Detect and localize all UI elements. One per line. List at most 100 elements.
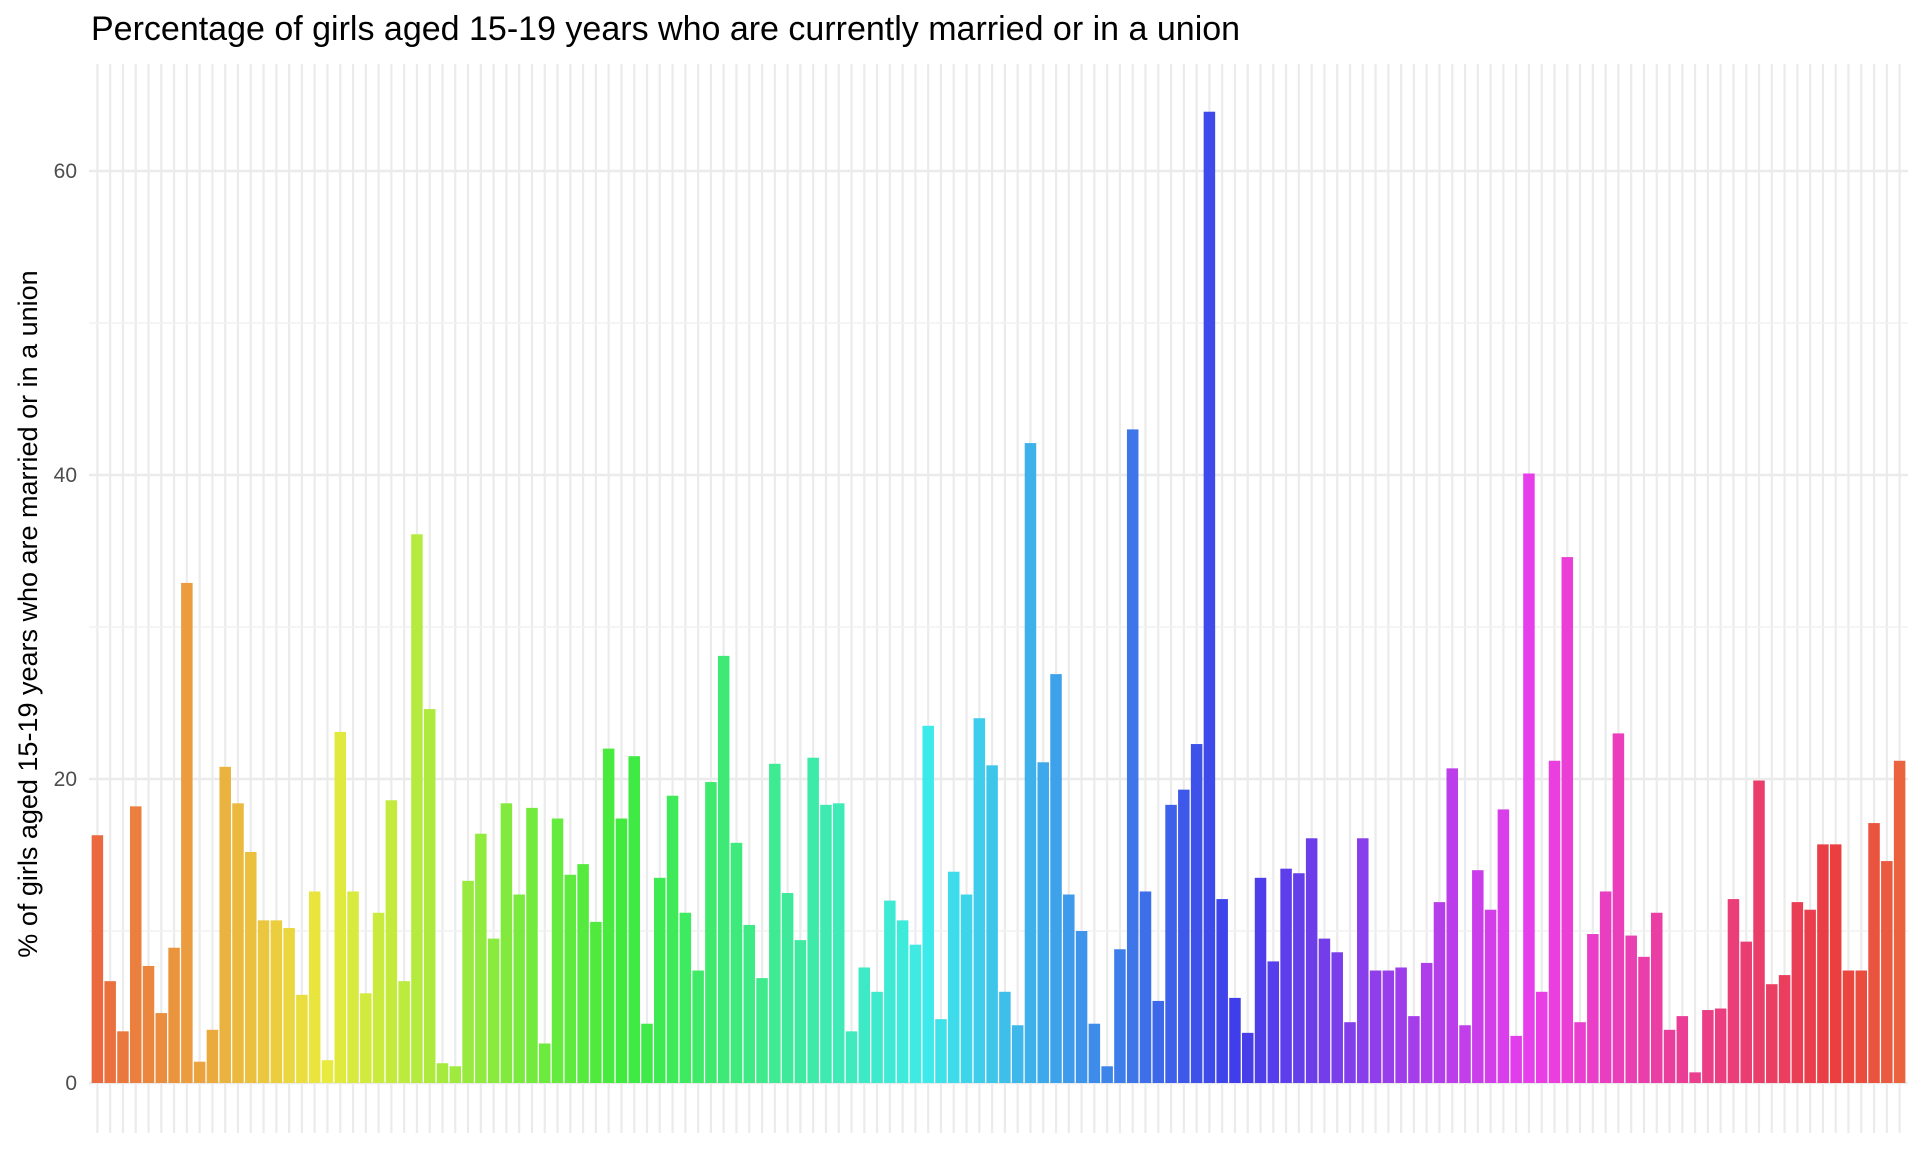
bar <box>462 880 474 1083</box>
bar <box>1599 891 1612 1083</box>
bar <box>948 871 960 1083</box>
bar <box>1101 1066 1113 1083</box>
bar <box>666 795 679 1083</box>
bar <box>334 731 346 1083</box>
bar <box>206 1029 219 1083</box>
bar <box>538 1043 551 1083</box>
bar <box>590 921 602 1083</box>
bar <box>1382 970 1395 1083</box>
bar <box>1651 912 1663 1083</box>
bar <box>1702 1010 1714 1083</box>
bar <box>308 891 321 1083</box>
bar <box>91 835 104 1083</box>
bar <box>551 818 564 1083</box>
bar <box>1484 909 1497 1083</box>
y-axis-ticks: 0 20 40 60 <box>54 160 77 1095</box>
bar <box>871 991 883 1083</box>
bar <box>1063 894 1075 1083</box>
bar <box>1152 1000 1165 1083</box>
bar <box>999 991 1011 1083</box>
bar <box>385 800 398 1083</box>
bar <box>1676 1016 1689 1083</box>
bar <box>986 765 998 1083</box>
bar <box>1216 899 1228 1083</box>
bar <box>1753 780 1765 1083</box>
bar <box>1088 1023 1101 1083</box>
bar <box>1357 838 1369 1083</box>
bar <box>1318 938 1331 1083</box>
bar <box>820 804 832 1083</box>
bar <box>283 927 295 1083</box>
bar <box>1625 935 1637 1083</box>
bar <box>1293 873 1305 1083</box>
bar <box>909 944 922 1083</box>
bar <box>1433 902 1446 1083</box>
bar <box>807 757 819 1083</box>
bar <box>142 965 155 1083</box>
bar <box>781 893 794 1083</box>
bar <box>1165 804 1177 1083</box>
bar <box>730 842 743 1083</box>
bar <box>654 877 666 1083</box>
bar <box>858 967 871 1083</box>
bar <box>1893 760 1906 1083</box>
bar <box>1663 1029 1676 1083</box>
bar <box>1714 1008 1727 1083</box>
bar <box>1114 949 1126 1083</box>
bar <box>1740 941 1752 1083</box>
bar <box>769 763 781 1083</box>
bar <box>181 582 193 1083</box>
bar <box>794 940 807 1083</box>
bar <box>1011 1025 1024 1083</box>
bar <box>104 981 116 1083</box>
bar <box>884 900 896 1083</box>
bar <box>1395 967 1407 1083</box>
bar <box>1280 868 1292 1083</box>
bar <box>1203 111 1216 1084</box>
bar <box>1587 934 1599 1083</box>
bar <box>1190 744 1203 1083</box>
bar <box>1523 473 1535 1084</box>
bar <box>1855 970 1868 1083</box>
bar <box>1139 891 1152 1083</box>
bar <box>743 924 756 1083</box>
bar <box>717 655 730 1083</box>
bar <box>1446 768 1459 1083</box>
bar <box>602 748 615 1083</box>
bar <box>1868 823 1880 1083</box>
bar <box>960 894 973 1083</box>
bar <box>1791 902 1804 1083</box>
bar <box>1804 909 1816 1083</box>
bar <box>129 806 142 1083</box>
bar <box>321 1060 334 1083</box>
bar <box>372 912 385 1083</box>
bar <box>1024 443 1037 1084</box>
bar <box>1472 870 1484 1083</box>
bar <box>1241 1032 1254 1083</box>
bar <box>436 1063 449 1083</box>
bar <box>845 1031 858 1083</box>
bar <box>347 891 359 1083</box>
bar <box>1766 984 1778 1083</box>
y-tick-label: 20 <box>54 768 77 791</box>
bar <box>475 833 487 1083</box>
bar <box>1638 956 1650 1083</box>
bar <box>1126 429 1139 1083</box>
bar <box>232 803 244 1083</box>
bar <box>1178 789 1190 1083</box>
bar <box>1535 991 1548 1083</box>
bar <box>526 807 538 1083</box>
bar <box>1817 844 1829 1083</box>
y-tick-label: 40 <box>54 464 77 487</box>
bar <box>1050 674 1062 1083</box>
bars <box>91 111 1906 1084</box>
bar <box>155 1013 168 1083</box>
bar <box>1778 975 1791 1083</box>
bar <box>1829 844 1842 1083</box>
bar <box>1344 1022 1356 1083</box>
bar <box>411 534 423 1083</box>
bar <box>615 818 628 1083</box>
bar <box>1267 961 1280 1083</box>
bar <box>500 803 513 1083</box>
